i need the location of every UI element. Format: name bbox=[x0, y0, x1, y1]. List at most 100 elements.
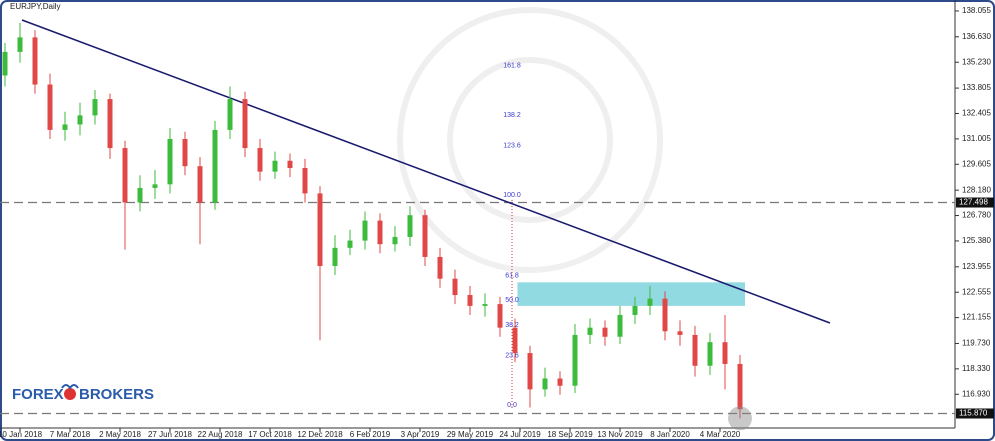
candle-body bbox=[587, 327, 593, 335]
y-tick-label: 129.605 bbox=[962, 159, 991, 168]
candle-body bbox=[452, 278, 458, 296]
candle-body bbox=[677, 331, 683, 335]
candle-body bbox=[212, 129, 218, 203]
candle-body bbox=[722, 342, 728, 364]
candle-body bbox=[362, 220, 368, 241]
candle-body bbox=[692, 334, 698, 366]
y-tick-label: 138.055 bbox=[962, 6, 991, 15]
candle-body bbox=[17, 37, 23, 52]
candle-body bbox=[527, 353, 533, 390]
fib-label: 0.0 bbox=[507, 402, 517, 409]
y-tick-label: 132.405 bbox=[962, 109, 991, 118]
y-tick-label: 135.230 bbox=[962, 57, 991, 66]
highlight bbox=[728, 406, 752, 431]
candle-body bbox=[287, 160, 293, 169]
candle-body bbox=[107, 99, 113, 149]
price-label-bg bbox=[956, 197, 994, 208]
candle-body bbox=[497, 304, 503, 328]
x-tick-label: 17 Oct 2018 bbox=[248, 430, 292, 439]
candle-body bbox=[467, 295, 473, 306]
candle-body bbox=[407, 215, 413, 237]
y-tick-label: 123.955 bbox=[962, 262, 991, 271]
logo: FOREX BROKERS bbox=[12, 384, 154, 403]
candle-body bbox=[302, 168, 308, 194]
candle-body bbox=[617, 314, 623, 337]
candle-body bbox=[257, 148, 263, 172]
x-tick-label: 6 Feb 2019 bbox=[350, 430, 391, 439]
candle-body bbox=[122, 148, 128, 203]
candle-body bbox=[377, 220, 383, 245]
logo-right: BROKERS bbox=[79, 386, 154, 403]
candle-body bbox=[647, 298, 653, 306]
candle-body bbox=[422, 215, 428, 257]
candle-body bbox=[332, 247, 338, 266]
x-tick-label: 13 Nov 2019 bbox=[597, 430, 643, 439]
y-tick-label: 121.155 bbox=[962, 313, 991, 322]
y-tick-label: 133.805 bbox=[962, 83, 991, 92]
y-tick-label: 118.330 bbox=[962, 364, 991, 373]
fib-label: 61.8 bbox=[505, 272, 519, 279]
x-tick-label: 12 Dec 2018 bbox=[297, 430, 343, 439]
candle-body bbox=[2, 51, 8, 76]
fib-label: 23.6 bbox=[505, 352, 519, 359]
fib-label: 50.0 bbox=[505, 297, 519, 304]
candle-body bbox=[557, 378, 563, 386]
candle-body bbox=[62, 124, 68, 130]
candle-body bbox=[512, 327, 518, 354]
candle-body bbox=[662, 298, 668, 332]
candle-body bbox=[347, 240, 353, 248]
candle-body bbox=[392, 236, 398, 245]
candle-body bbox=[137, 187, 143, 203]
x-tick-label: 4 Mar 2020 bbox=[700, 430, 741, 439]
zone bbox=[517, 282, 745, 306]
chart-title: EURJPY,Daily bbox=[10, 2, 61, 11]
x-tick-label: 3 Apr 2019 bbox=[401, 430, 440, 439]
candle-body bbox=[437, 256, 443, 279]
candle-body bbox=[182, 138, 188, 167]
x-tick-label: 29 May 2019 bbox=[447, 430, 494, 439]
fib-label: 123.6 bbox=[503, 143, 521, 150]
logo-icon bbox=[64, 388, 76, 400]
candle-body bbox=[542, 378, 548, 390]
candle-body bbox=[227, 99, 233, 130]
price-label-bg bbox=[956, 408, 994, 419]
trendline bbox=[21, 19, 831, 324]
candle-body bbox=[272, 160, 278, 172]
candle-body bbox=[602, 327, 608, 337]
y-tick-label: 122.555 bbox=[962, 287, 991, 296]
y-tick-label: 126.780 bbox=[962, 211, 991, 220]
y-tick-label: 136.630 bbox=[962, 32, 991, 41]
x-tick-label: 22 Aug 2018 bbox=[198, 430, 243, 439]
candle-body bbox=[707, 342, 713, 366]
candle-body bbox=[47, 84, 53, 130]
candle-body bbox=[197, 166, 203, 203]
candle-body bbox=[32, 37, 38, 85]
fib-label: 38.2 bbox=[505, 322, 519, 329]
watermark bbox=[397, 7, 663, 273]
x-tick-label: 24 Jul 2019 bbox=[499, 430, 541, 439]
candle-body bbox=[737, 363, 743, 410]
x-tick-label: 2 May 2018 bbox=[99, 430, 141, 439]
y-tick-label: 119.730 bbox=[962, 339, 991, 348]
x-tick-label: 10 Jan 2018 bbox=[0, 430, 43, 439]
candle-body bbox=[632, 305, 638, 315]
candle-body bbox=[572, 334, 578, 386]
x-tick-label: 8 Jan 2020 bbox=[650, 430, 690, 439]
candle-body bbox=[242, 99, 248, 149]
logo-horns bbox=[61, 384, 79, 390]
candle-body bbox=[167, 138, 173, 185]
y-tick-label: 116.930 bbox=[962, 389, 991, 398]
fib-label: 161.8 bbox=[503, 63, 521, 70]
fib-label: 100.0 bbox=[503, 192, 521, 199]
candle-body bbox=[317, 193, 323, 266]
price-label: 127.498 bbox=[959, 198, 988, 207]
candle-body bbox=[92, 99, 98, 116]
logo-left: FOREX bbox=[12, 386, 64, 403]
y-tick-label: 125.380 bbox=[962, 236, 991, 245]
candle-body bbox=[152, 184, 158, 188]
price-label: 115.870 bbox=[959, 409, 988, 418]
x-tick-label: 27 Jun 2018 bbox=[148, 430, 193, 439]
fib-label: 138.2 bbox=[503, 112, 521, 119]
